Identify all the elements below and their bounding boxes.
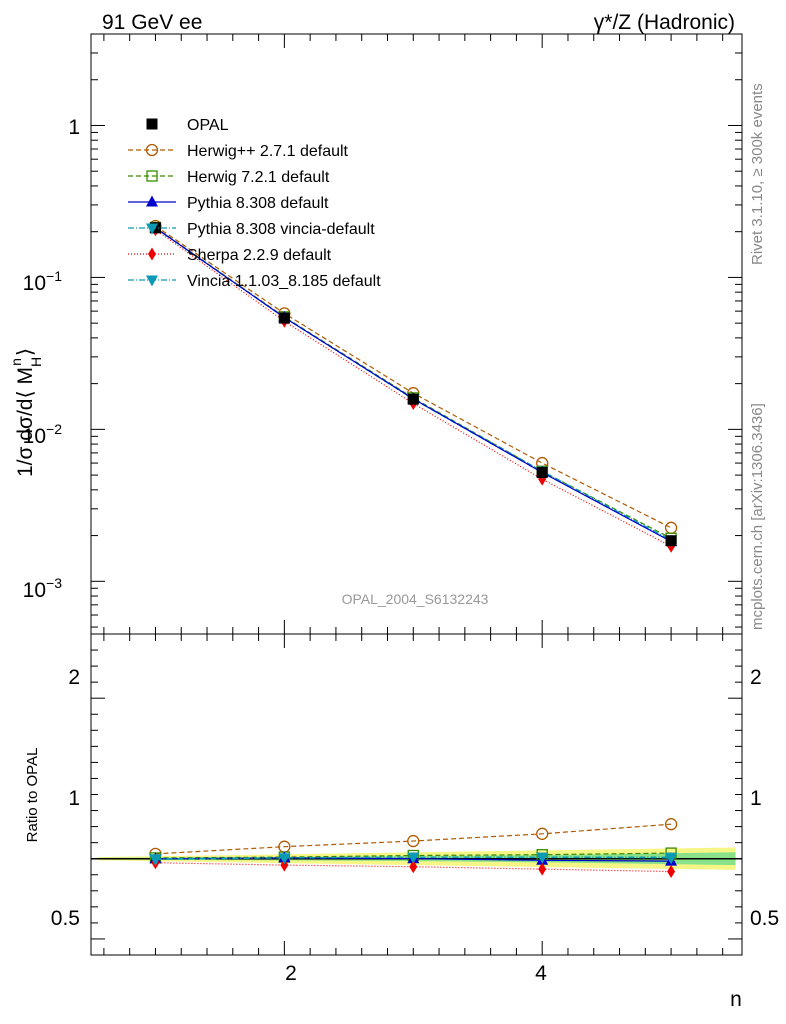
series-pythia-8-308-default: [149, 221, 678, 546]
ratio-point: [278, 853, 291, 865]
y-label-sub: H: [28, 357, 44, 367]
header-right-label: γ*/Z (Hadronic): [594, 11, 735, 34]
y-tick-label-0.1: 10−1: [23, 268, 63, 295]
x-tick-label-4: 4: [535, 962, 547, 985]
ratio-y-axis-label: Ratio to OPAL: [24, 748, 41, 843]
ratio-tick-right-0.5: 0.5: [750, 907, 779, 930]
legend-label: Sherpa 2.2.9 default: [187, 247, 332, 264]
y-tick-label-0.001: 10−3: [23, 575, 63, 602]
ratio-point: [409, 860, 418, 874]
mcplots-label: mcplots.cern.ch [arXiv:1306.3436]: [749, 403, 766, 630]
legend-item: Herwig 7.2.1 default: [128, 169, 330, 186]
legend-item: OPAL: [146, 117, 229, 134]
legend-item: Vincia 1.1.03_8.185 default: [128, 273, 381, 290]
legend-label: OPAL: [187, 117, 229, 134]
y-tick-label-0.01: 10−2: [23, 421, 63, 448]
y-label-sup: n: [8, 358, 24, 366]
legend-marker: [146, 223, 158, 235]
legend-marker: [146, 170, 158, 182]
ratio-tick-left-1: 1: [68, 787, 80, 810]
y-label-end: ⟩: [14, 348, 37, 356]
data-point: [665, 535, 677, 547]
data-point: [278, 312, 290, 324]
data-point: [536, 467, 548, 479]
series-layer: [149, 219, 678, 553]
data-point: [407, 393, 419, 405]
legend-label: Pythia 8.308 default: [187, 195, 329, 212]
x-tick-label-2: 2: [285, 962, 297, 985]
series-opal: [149, 222, 677, 547]
data-point: [664, 521, 678, 534]
series-herwig-7-2-1-default: [149, 221, 677, 544]
legend-label: Pythia 8.308 vincia-default: [187, 221, 375, 238]
series-line: [155, 229, 672, 547]
series-line: [155, 225, 672, 529]
legend-label: Herwig 7.2.1 default: [187, 169, 330, 186]
ratio-line: [155, 823, 672, 855]
ratio-point: [664, 818, 678, 831]
ratio-tick-right-2: 2: [750, 666, 762, 689]
legend-item: Pythia 8.308 default: [128, 195, 329, 212]
analysis-id-label: OPAL_2004_S6132243: [342, 591, 489, 607]
ratio-point: [149, 855, 162, 867]
ratio-series-layer: [91, 818, 742, 879]
legend-item: Sherpa 2.2.9 default: [128, 247, 332, 264]
x-axis-label: n: [730, 988, 742, 1011]
legend-marker: [148, 247, 156, 261]
y-label-text: 1/σ dσ/d⟨ M: [14, 367, 37, 477]
legend-item: Pythia 8.308 vincia-default: [128, 221, 375, 238]
ratio-point: [536, 827, 549, 840]
ratio-tick-left-0.5: 0.5: [51, 907, 80, 930]
y-tick-label-1: 1: [68, 116, 80, 139]
ratio-line: [155, 862, 672, 873]
series-herwig-2-7-1-default: [149, 219, 678, 534]
legend-marker: [145, 143, 159, 157]
rivet-version-label: Rivet 3.1.10, ≥ 300k events: [749, 83, 766, 265]
ratio-tick-left-2: 2: [68, 666, 80, 689]
ratio-point: [280, 858, 289, 872]
header-left-label: 91 GeV ee: [102, 11, 202, 34]
ratio-panel-frame: [90, 633, 743, 956]
legend: OPAL Herwig++ 2.7.1 default Herwig 7.2.1 d…: [128, 117, 381, 290]
ratio-point: [538, 862, 547, 876]
axes-frame: [90, 33, 743, 956]
main-y-axis-label: 1/σ dσ/d⟨ MHn ⟩: [8, 348, 44, 477]
ratio-series-sherpa-2-2-9-default: [151, 856, 676, 879]
ratio-point: [536, 852, 549, 864]
ratio-point: [407, 852, 420, 864]
legend-marker: [146, 275, 158, 287]
legend-label: Herwig++ 2.7.1 default: [187, 143, 349, 160]
ratio-series-vincia-1-1-03-8-185-default: [149, 852, 678, 867]
ratio-tick-right-1: 1: [750, 787, 762, 810]
legend-marker: [146, 118, 158, 130]
ratio-point: [667, 865, 676, 879]
ratio-point: [665, 853, 678, 865]
legend-label: Vincia 1.1.03_8.185 default: [187, 273, 381, 290]
svg-text:1/σ dσ/d⟨ MHn⟩: 1/σ dσ/d⟨ MHn ⟩: [8, 348, 44, 477]
legend-item: Herwig++ 2.7.1 default: [128, 143, 349, 160]
ratio-point: [407, 834, 420, 848]
series-pythia-8-308-vincia-default: [149, 223, 678, 547]
legend-marker: [146, 195, 158, 207]
